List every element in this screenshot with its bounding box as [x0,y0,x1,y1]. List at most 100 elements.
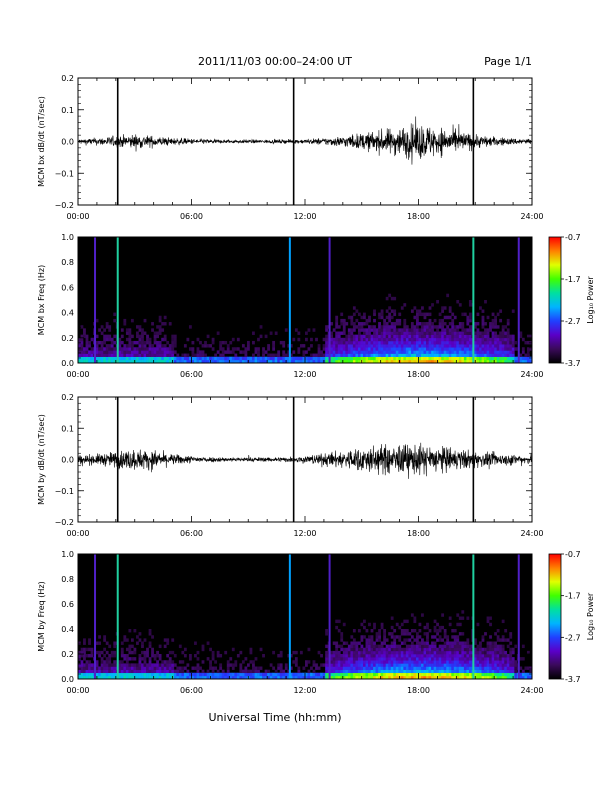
spectrogram-cell [479,663,482,667]
spectrogram-cell [355,344,359,348]
spectrogram-cell [405,672,409,677]
spectrogram-cell [204,672,207,677]
spectrogram-cell [426,359,429,364]
spectrogram-cell [257,337,260,342]
spectrogram-cell [128,644,132,649]
spectrogram-cell [368,318,371,323]
spectrogram-cell [448,650,452,655]
spectrogram-cell [118,672,122,677]
spectrogram-cell [226,350,230,354]
spectrogram-cell [496,650,500,655]
spectrogram-cell [511,672,515,677]
x-tick-label: 24:00 [520,370,543,379]
spectrogram-cell [400,356,404,361]
spectrogram-cell [357,334,361,339]
spectrogram-cell [370,638,374,642]
spectrogram-cell [494,325,497,329]
spectrogram-cell [176,666,180,670]
spectrogram-cell [234,347,238,351]
spectrogram-cell [252,666,255,670]
spectrogram-cell [393,356,397,361]
spectrogram-cell [98,353,101,357]
spectrogram-cell [423,337,427,342]
spectrogram-cell [163,644,167,649]
spectrogram-cell [305,672,308,677]
spectrogram-cell [163,322,167,326]
spectrogram-cell [468,331,472,335]
spectrogram-cell [269,356,273,361]
spectrogram-cell [136,675,139,680]
spectrogram-cell [332,650,336,655]
spectrogram-cell [178,644,182,649]
spectrogram-cell [252,672,255,677]
spectrogram-cell [325,337,328,342]
spectrogram-cell [486,344,490,348]
spectrogram-cell [231,663,235,667]
spectrogram-cell [438,666,442,670]
spectrogram-cell [380,654,384,658]
spectrogram-cell [211,340,215,345]
colorbar-tick-label: -1.7 [565,275,581,284]
spectrogram-cell [451,350,455,354]
trace-line [77,116,533,165]
spectrogram-cell [453,331,457,335]
spectrogram-cell [146,350,149,354]
spectrogram-cell [201,350,205,354]
spectrogram-cell [388,328,392,332]
spectrogram-cell [441,356,445,361]
spectrogram-cell [426,666,429,670]
spectrogram-cell [489,616,492,620]
spectrogram-cell [335,337,339,342]
spectrogram-cell [330,660,334,664]
spectrogram-cell [408,638,412,642]
spectrogram-cell [83,650,86,655]
spectrogram-cell [171,340,175,345]
spectrogram-cell [352,663,356,667]
spectrogram-cell [277,666,281,670]
spectrogram-cell [246,347,250,351]
spectrogram-cell [161,347,165,351]
spectrogram-cell [484,322,487,326]
spectrogram-cell [191,347,195,351]
spectrogram-cell [456,669,460,674]
spectrogram-cell [322,672,326,677]
spectrogram-cell [400,359,404,364]
spectrogram-cell [350,675,354,680]
spectrogram-cell [378,331,381,335]
spectrogram-cell [423,675,427,680]
spectrogram-cell [468,344,472,348]
spectrogram-cell [282,340,286,345]
spectrogram-cell [398,312,402,317]
spectrogram-cell [244,657,248,661]
y-tick-label: 0.4 [61,309,74,318]
spectrogram-cell [355,334,359,339]
spectrogram-cell [400,350,404,354]
spectrogram-cell [486,331,490,335]
spectrogram-cell [378,353,381,357]
spectrogram-cell [509,666,513,670]
spectrogram-cell [221,672,225,677]
spectrogram-cell [479,344,482,348]
spectrogram-cell [521,359,525,364]
spectrogram-cell [491,663,495,667]
spectrogram-cell [161,350,165,354]
spectrogram-cell [388,356,392,361]
spectrogram-cell [461,328,465,332]
spectrogram-cell [105,663,109,667]
spectrogram-cell [418,344,422,348]
spectrogram-cell [463,654,467,658]
spectrogram-cell [431,322,434,326]
spectrogram-cell [335,350,339,354]
spectrogram-cell [257,356,260,361]
spectrogram-cell [355,325,359,329]
spectrogram-cell [509,350,513,354]
spectrogram-cell [113,347,117,351]
spectrogram-cell [463,344,467,348]
spectrogram-cell [138,632,142,636]
spectrogram-cell [158,675,162,680]
spectrogram-cell [279,669,283,674]
spectrogram-cell [398,650,402,655]
spectrogram-cell [388,663,392,667]
spectrogram-cell [398,337,402,342]
spectrogram-cell [395,672,399,677]
